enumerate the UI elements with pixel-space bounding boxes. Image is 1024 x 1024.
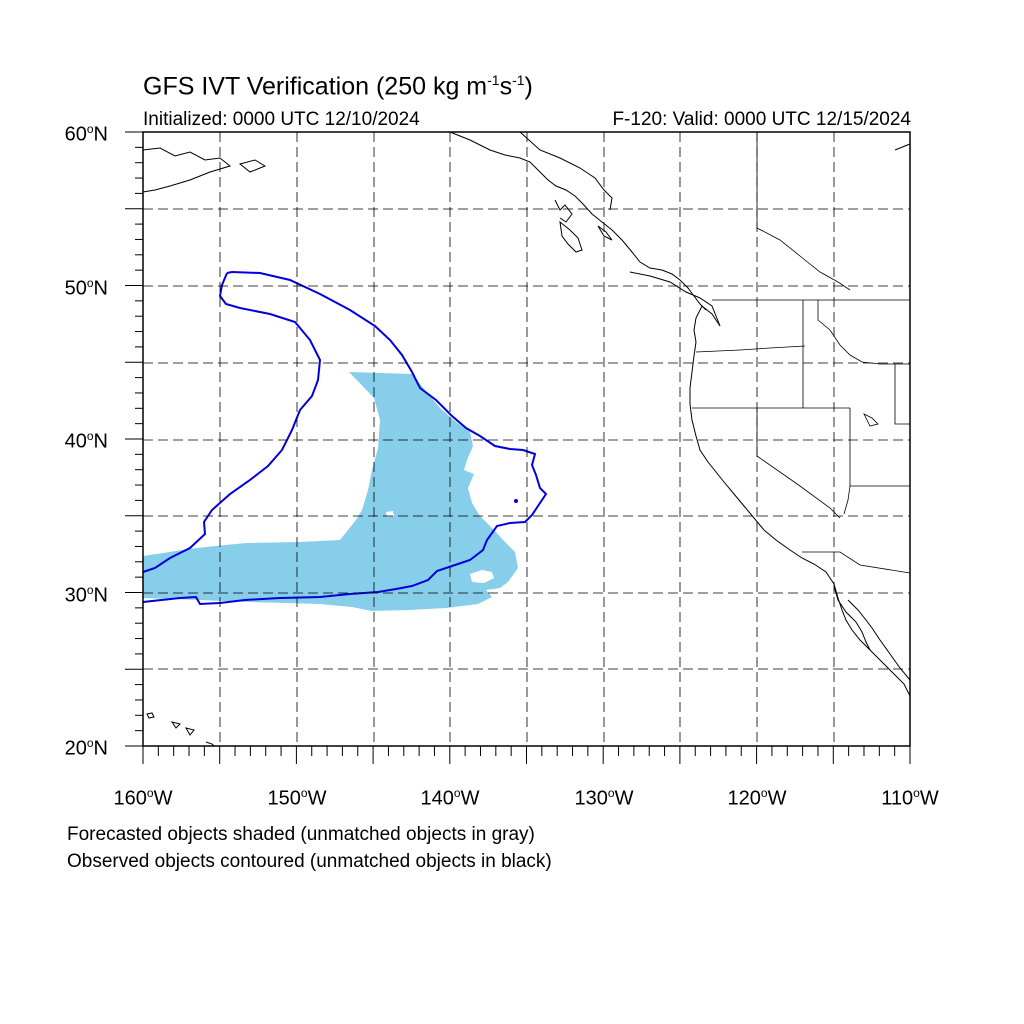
lat-label-30n: 30oN xyxy=(64,583,108,607)
valid-time: F-120: Valid: 0000 UTC 12/15/2024 xyxy=(612,109,911,130)
coastlines xyxy=(142,131,911,747)
legend-forecast-text: Forecasted objects shaded (unmatched obj… xyxy=(67,824,535,845)
lon-label-130w: 130oW xyxy=(574,786,634,810)
observed-object-contour xyxy=(142,270,548,606)
lon-label-160w: 160oW xyxy=(113,786,173,810)
lat-label-50n: 50oN xyxy=(64,276,108,300)
lat-label-40n: 40oN xyxy=(64,429,108,453)
graticule xyxy=(143,132,910,746)
map-title: GFS IVT Verification (250 kg m-1s-1) xyxy=(143,72,533,101)
borders xyxy=(692,132,911,574)
legend-observed-text: Observed objects contoured (unmatched ob… xyxy=(67,851,552,872)
forecast-object-shaded xyxy=(143,372,518,611)
lat-label-20n: 20oN xyxy=(64,736,108,760)
lon-label-120w: 120oW xyxy=(727,786,787,810)
lon-label-140w: 140oW xyxy=(420,786,480,810)
forecast-hole xyxy=(470,570,494,583)
observed-object-contour-upper xyxy=(142,272,322,573)
lon-label-150w: 150oW xyxy=(267,786,327,810)
lon-label-110w: 110oW xyxy=(881,786,939,810)
observed-object-dot xyxy=(514,499,518,503)
forecast-hole-small xyxy=(386,511,394,517)
initialized-time: Initialized: 0000 UTC 12/10/2024 xyxy=(143,109,420,130)
axis-ticks xyxy=(125,131,911,764)
map-frame xyxy=(142,131,911,747)
lat-label-60n: 60oN xyxy=(64,122,108,146)
